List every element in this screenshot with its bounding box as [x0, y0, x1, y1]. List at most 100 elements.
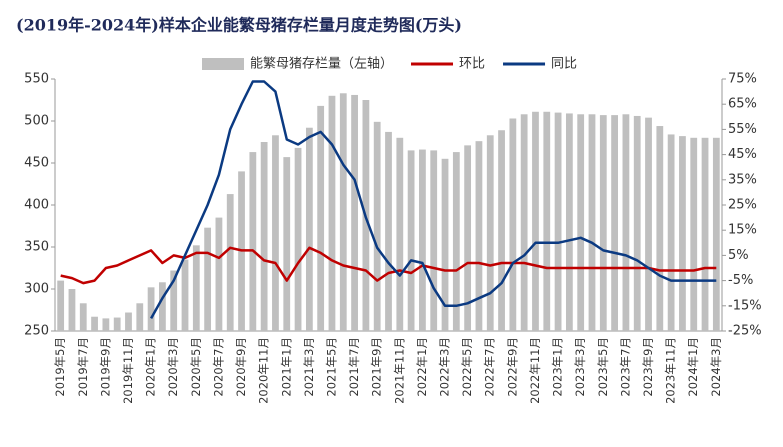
bar: [91, 316, 98, 331]
y2-tick-label: 65%: [728, 97, 757, 112]
x-tick-label: 2023年11月: [664, 337, 678, 404]
y-tick-label: 500: [24, 114, 49, 129]
x-tick-label: 2023年9月: [641, 337, 655, 397]
bar: [645, 117, 652, 331]
x-tick-label: 2020年9月: [234, 337, 248, 397]
bar: [611, 115, 618, 332]
bar: [79, 303, 87, 331]
bar: [599, 115, 607, 332]
y2-tick-label: 75%: [728, 72, 757, 87]
chart-title: (2019年-2024年)样本企业能繁母猪存栏量月度走势图(万头): [16, 16, 462, 35]
x-tick-label: 2021年5月: [324, 337, 338, 397]
bar: [68, 289, 76, 331]
x-tick-label: 2020年1月: [144, 337, 158, 397]
x-tick-label: 2020年5月: [189, 337, 203, 397]
bar: [192, 245, 200, 331]
bar: [532, 111, 539, 331]
x-tick-label: 2022年9月: [505, 337, 519, 397]
bar: [396, 137, 404, 331]
bar: [565, 113, 573, 331]
x-tick-label: 2023年7月: [618, 337, 632, 397]
y2-tick-label: 15%: [728, 223, 757, 238]
x-tick-label: 2023年1月: [551, 337, 565, 397]
bar: [215, 217, 223, 331]
x-tick-label: 2022年11月: [528, 337, 542, 404]
y2-tick-label: 25%: [728, 198, 757, 213]
bar: [509, 118, 517, 331]
x-tick-label: 2020年7月: [211, 337, 225, 397]
bar: [102, 318, 110, 331]
bar: [385, 131, 392, 331]
bar: [373, 121, 381, 331]
y-tick-label: 300: [24, 282, 49, 297]
bar: [498, 130, 505, 331]
bar: [260, 142, 268, 331]
bar: [475, 141, 483, 331]
line: [60, 246, 717, 285]
x-tick-label: 2021年11月: [392, 337, 406, 404]
x-tick-label: 2021年1月: [279, 337, 293, 397]
y2-tick-label: 45%: [728, 147, 757, 162]
bar: [464, 145, 472, 331]
x-tick-label: 2022年5月: [460, 337, 474, 397]
bar: [294, 147, 302, 331]
bar: [159, 282, 166, 331]
bar: [113, 317, 121, 331]
legend-label: 能繁母猪存栏量（左轴）: [250, 56, 393, 72]
bar: [486, 135, 494, 331]
x-tick-label: 2023年5月: [596, 337, 610, 397]
bar: [679, 136, 686, 331]
bar: [125, 312, 132, 331]
bar: [272, 135, 279, 331]
bar: [588, 114, 596, 331]
y2-tick-label: 35%: [728, 172, 757, 187]
x-tick-label: 2022年1月: [415, 337, 429, 397]
y-tick-label: 250: [24, 324, 49, 339]
x-tick-label: 2020年3月: [166, 337, 180, 397]
x-tick-label: 2019年7月: [76, 337, 90, 397]
y2-tick-label: -25%: [728, 324, 762, 339]
x-tick-label: 2020年11月: [257, 337, 271, 404]
bar: [147, 287, 155, 331]
bar: [577, 114, 585, 331]
bar: [633, 115, 641, 332]
x-tick-label: 2024年3月: [709, 337, 723, 397]
bar: [712, 137, 720, 331]
y2-tick-label: -5%: [728, 273, 753, 288]
bar: [622, 114, 630, 331]
y2-tick-label: 5%: [728, 248, 749, 263]
line: [150, 80, 717, 320]
x-tick-label: 2019年5月: [53, 337, 67, 397]
bar: [136, 303, 144, 331]
bar: [204, 227, 212, 331]
bar: [57, 280, 65, 331]
x-tick-label: 2022年3月: [438, 337, 452, 397]
bar: [170, 270, 178, 331]
x-tick-label: 2024年1月: [686, 337, 700, 397]
x-tick-label: 2023年3月: [573, 337, 587, 397]
bar: [317, 105, 325, 331]
x-tick-label: 2021年3月: [302, 337, 316, 397]
bar: [520, 114, 528, 331]
x-tick-label: 2022年7月: [483, 337, 497, 397]
y2-tick-label: -15%: [728, 298, 762, 313]
bar: [543, 111, 551, 331]
x-tick-label: 2019年11月: [121, 337, 135, 404]
bar: [407, 150, 415, 331]
bar: [305, 127, 313, 331]
bar: [249, 152, 257, 331]
bar: [441, 158, 449, 331]
y-tick-label: 400: [24, 198, 49, 213]
bar: [328, 95, 336, 331]
bar: [226, 194, 234, 331]
x-tick-label: 2021年7月: [347, 337, 361, 397]
bar: [656, 126, 664, 331]
legend-swatch: [202, 58, 244, 70]
bar: [667, 134, 675, 331]
bar: [351, 94, 358, 332]
bar: [701, 137, 709, 331]
bar: [554, 112, 562, 331]
y-tick-label: 550: [24, 72, 49, 87]
bar: [283, 157, 291, 331]
